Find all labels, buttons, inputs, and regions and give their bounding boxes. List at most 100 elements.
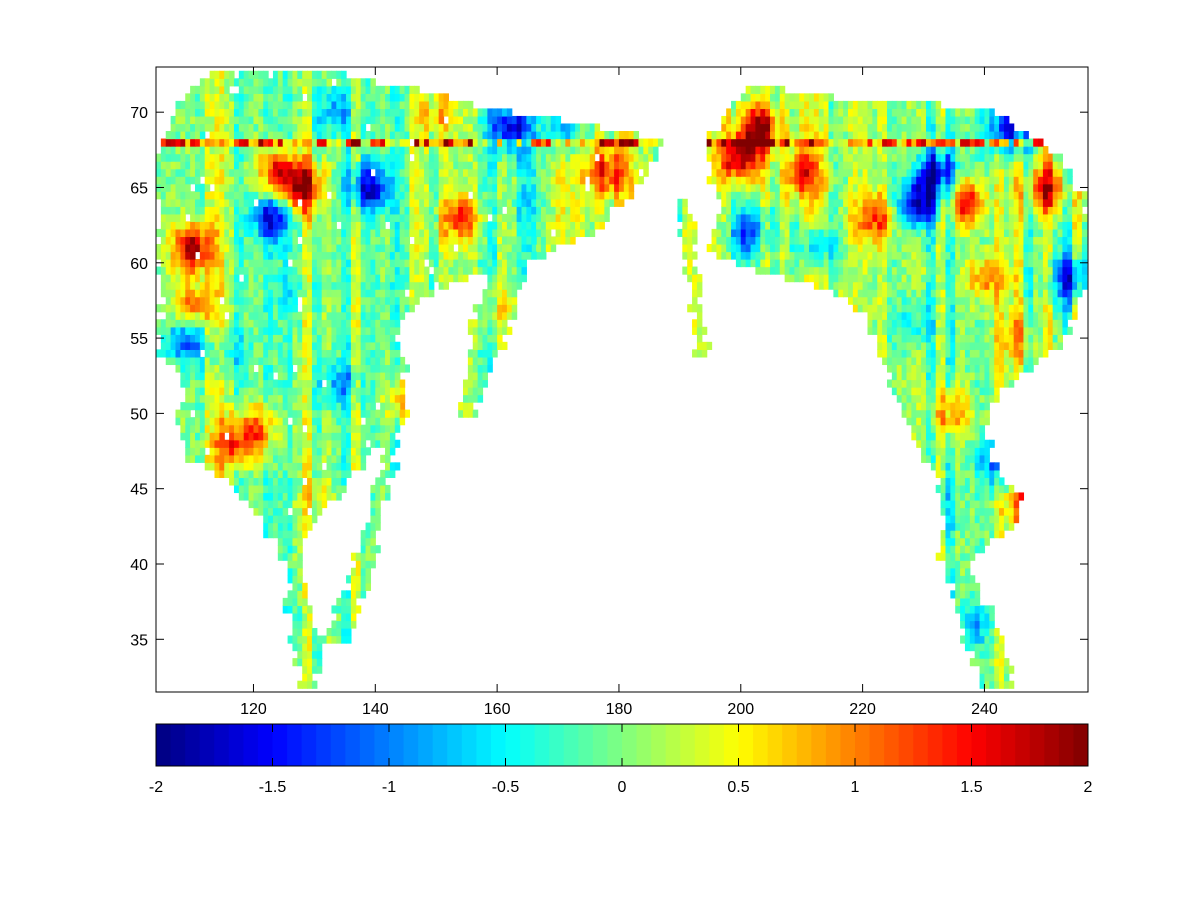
heatmap-cell <box>258 228 264 238</box>
heatmap-cell <box>424 100 430 110</box>
heatmap-cell <box>443 281 449 290</box>
heatmap-cell <box>989 326 995 335</box>
heatmap-cell <box>272 326 279 335</box>
heatmap-cell <box>545 243 552 253</box>
heatmap-cell <box>409 304 415 313</box>
heatmap-cell <box>209 356 216 366</box>
heatmap-cell <box>326 100 333 110</box>
heatmap-cell <box>463 123 469 132</box>
heatmap-cell <box>185 221 191 230</box>
heatmap-cell <box>253 507 259 516</box>
heatmap-cell <box>263 394 269 403</box>
heatmap-cell <box>472 251 479 260</box>
heatmap-cell <box>925 371 932 381</box>
heatmap-cell <box>282 447 289 456</box>
heatmap-cell <box>930 417 937 426</box>
heatmap-cell <box>219 115 225 125</box>
heatmap-cell <box>482 168 488 177</box>
heatmap-cell <box>185 326 191 335</box>
heatmap-cell <box>428 228 435 238</box>
heatmap-cell <box>960 379 966 388</box>
heatmap-cell <box>175 183 181 192</box>
heatmap-cell <box>886 341 893 350</box>
heatmap-cell <box>545 183 552 192</box>
heatmap-cell <box>960 304 966 313</box>
heatmap-cell <box>268 289 274 298</box>
heatmap-cell <box>248 168 255 177</box>
heatmap-cell <box>955 424 961 433</box>
heatmap-cell <box>901 402 908 411</box>
heatmap-cell <box>350 123 357 132</box>
heatmap-cell <box>243 236 250 245</box>
heatmap-cell <box>199 274 206 283</box>
heatmap-cell <box>180 402 186 411</box>
heatmap-cell <box>204 115 211 125</box>
heatmap-cell <box>302 507 308 516</box>
heatmap-cell <box>477 379 484 388</box>
heatmap-cell <box>243 356 250 366</box>
heatmap-cell <box>536 161 542 170</box>
heatmap-cell <box>453 176 459 185</box>
heatmap-cell <box>307 85 313 94</box>
heatmap-cell <box>229 477 235 486</box>
heatmap-cell <box>326 635 333 644</box>
heatmap-cell <box>326 311 333 320</box>
heatmap-cell <box>209 146 216 155</box>
heatmap-cell <box>214 296 220 305</box>
heatmap-cell <box>311 123 318 132</box>
heatmap-cell <box>229 138 235 147</box>
heatmap-cell <box>248 349 255 358</box>
heatmap-cell <box>341 620 347 629</box>
heatmap-cell <box>521 221 527 230</box>
heatmap-cell <box>964 387 971 396</box>
heatmap-cell <box>311 635 318 644</box>
heatmap-cell <box>331 281 337 290</box>
heatmap-cell <box>204 462 211 471</box>
heatmap-cell <box>258 319 264 328</box>
heatmap-cell <box>925 379 932 388</box>
heatmap-cell <box>389 115 396 125</box>
heatmap-cell <box>272 304 279 313</box>
heatmap-cell <box>370 289 376 298</box>
heatmap-cell <box>984 356 990 366</box>
heatmap-cell <box>272 379 279 388</box>
heatmap-cell <box>472 228 479 238</box>
heatmap-cell <box>297 326 303 335</box>
heatmap-cell <box>955 590 961 599</box>
heatmap-cell <box>282 492 289 501</box>
heatmap-cell <box>419 266 425 275</box>
heatmap-cell <box>272 191 279 200</box>
heatmap-cell <box>502 123 508 132</box>
heatmap-cell <box>214 469 220 478</box>
heatmap-cell <box>248 341 255 350</box>
heatmap-cell <box>453 115 459 125</box>
heatmap-cell <box>243 304 250 313</box>
heatmap-cell <box>190 115 196 125</box>
heatmap-cell <box>1003 296 1010 305</box>
heatmap-cell <box>360 146 367 155</box>
heatmap-cell <box>238 379 245 388</box>
heatmap-cell <box>302 492 308 501</box>
heatmap-cell <box>321 206 328 215</box>
heatmap-cell <box>180 153 186 162</box>
heatmap-cell <box>292 356 298 366</box>
heatmap-cell <box>238 206 245 215</box>
heatmap-cell <box>394 161 401 170</box>
heatmap-cell <box>287 161 294 170</box>
heatmap-cell <box>375 424 381 433</box>
heatmap-cell <box>229 236 235 245</box>
heatmap-cell <box>380 296 386 305</box>
heatmap-cell <box>438 115 445 125</box>
heatmap-cell <box>872 296 878 305</box>
heatmap-cell <box>370 138 376 147</box>
heatmap-cell <box>277 432 284 441</box>
heatmap-cell <box>984 492 990 501</box>
heatmap-cell <box>331 161 337 170</box>
heatmap-cell <box>341 402 347 411</box>
heatmap-cell <box>940 462 947 471</box>
heatmap-cell <box>302 341 308 350</box>
heatmap-cell <box>258 289 264 298</box>
heatmap-cell <box>482 326 488 335</box>
heatmap-cell <box>964 537 971 546</box>
heatmap-cell <box>492 115 498 125</box>
